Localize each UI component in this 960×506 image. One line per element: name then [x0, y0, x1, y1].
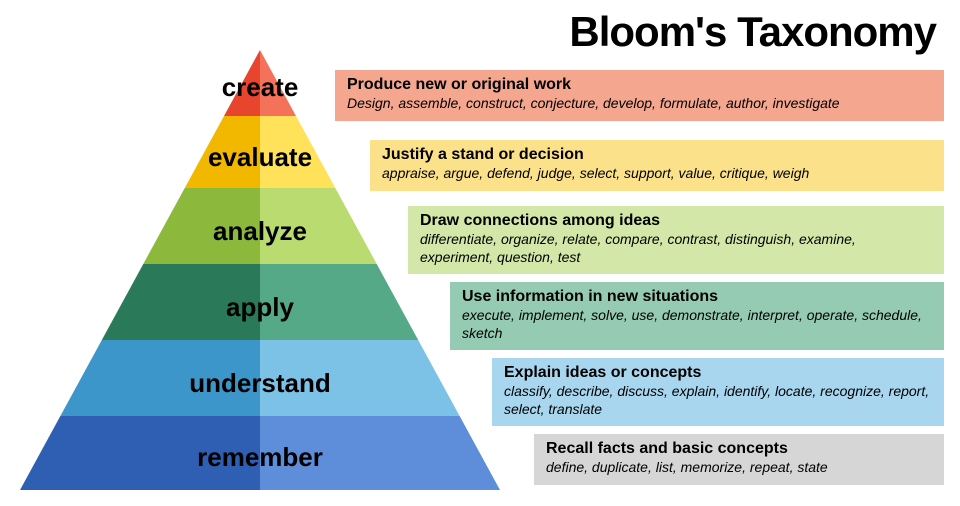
description-heading: Draw connections among ideas	[420, 212, 932, 230]
description-box: Explain ideas or conceptsclassify, descr…	[492, 358, 944, 426]
pyramid-level-label: create	[222, 72, 299, 103]
description-verbs: Design, assemble, construct, conjecture,…	[347, 95, 932, 113]
pyramid-level-label: remember	[197, 442, 323, 473]
description-verbs: define, duplicate, list, memorize, repea…	[546, 459, 932, 477]
description-verbs: differentiate, organize, relate, compare…	[420, 231, 932, 266]
description-heading: Produce new or original work	[347, 76, 932, 94]
description-heading: Recall facts and basic concepts	[546, 440, 932, 458]
description-verbs: execute, implement, solve, use, demonstr…	[462, 307, 932, 342]
pyramid-level-label: evaluate	[208, 142, 312, 173]
description-box: Justify a stand or decisionappraise, arg…	[370, 140, 944, 191]
pyramid-level-label: understand	[189, 368, 331, 399]
description-heading: Explain ideas or concepts	[504, 364, 932, 382]
description-box: Recall facts and basic conceptsdefine, d…	[534, 434, 944, 485]
description-verbs: appraise, argue, defend, judge, select, …	[382, 165, 932, 183]
pyramid-level-label: analyze	[213, 216, 307, 247]
description-box: Use information in new situationsexecute…	[450, 282, 944, 350]
description-heading: Justify a stand or decision	[382, 146, 932, 164]
page-title: Bloom's Taxonomy	[569, 8, 936, 56]
description-verbs: classify, describe, discuss, explain, id…	[504, 383, 932, 418]
description-heading: Use information in new situations	[462, 288, 932, 306]
description-box: Produce new or original workDesign, asse…	[335, 70, 944, 121]
description-box: Draw connections among ideasdifferentiat…	[408, 206, 944, 274]
pyramid-level-label: apply	[226, 292, 294, 323]
